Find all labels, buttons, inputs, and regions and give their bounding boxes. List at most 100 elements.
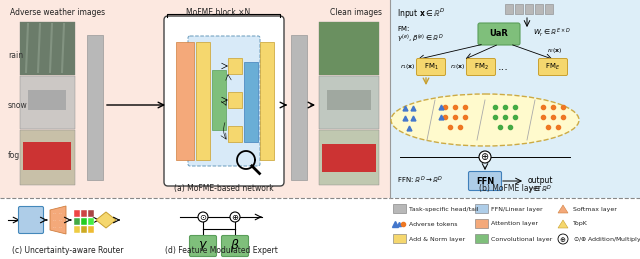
Bar [545,4,553,14]
Bar [0,0,390,198]
Bar [196,42,210,160]
Text: FFN: FFN [476,176,494,185]
Text: Clean images: Clean images [330,8,382,17]
Text: Task-specific head/tail: Task-specific head/tail [409,206,479,212]
Polygon shape [50,206,66,234]
Text: (c) Uncertainty-aware Router: (c) Uncertainty-aware Router [12,246,124,255]
Polygon shape [558,220,568,228]
Bar [81,218,87,225]
Text: Adverse weather images: Adverse weather images [10,8,105,17]
Bar [20,76,75,129]
Text: TopK: TopK [573,221,588,227]
Bar [319,76,379,129]
Bar [327,90,371,110]
Text: FM$_1$: FM$_1$ [424,62,438,72]
Text: snow: snow [8,100,28,110]
Text: $\gamma$: $\gamma$ [198,239,208,253]
Bar [88,218,94,225]
FancyBboxPatch shape [164,16,284,186]
Text: (d) Feature Modulated Expert: (d) Feature Modulated Expert [164,246,277,255]
Bar [0,198,640,259]
Bar [20,130,75,185]
FancyBboxPatch shape [417,59,445,76]
Bar [23,142,71,170]
Bar [87,35,103,180]
Text: ...: ... [58,211,62,215]
Bar [535,4,543,14]
Bar [88,210,94,217]
FancyBboxPatch shape [189,235,216,256]
Text: ...: ... [58,225,62,229]
Text: Add & Norm layer: Add & Norm layer [409,236,465,241]
Text: $\odot$: $\odot$ [199,212,207,221]
Text: output: output [528,176,554,185]
Circle shape [198,212,208,222]
FancyBboxPatch shape [468,171,502,191]
FancyBboxPatch shape [19,206,44,234]
Text: $\oplus$: $\oplus$ [481,152,490,162]
Bar [319,22,379,75]
Text: ...: ... [52,225,56,229]
Bar [393,234,406,243]
Bar [74,218,80,225]
Text: UaR: UaR [490,30,508,39]
Text: FFN/Linear layer: FFN/Linear layer [491,206,543,212]
FancyBboxPatch shape [221,235,248,256]
Bar [244,62,258,142]
Bar [475,204,488,213]
Text: $r_2(\mathbf{x})$: $r_2(\mathbf{x})$ [450,62,466,71]
Text: $\oplus$: $\oplus$ [559,234,566,243]
Bar [515,4,523,14]
Text: $y \in \mathbb{R}^D$: $y \in \mathbb{R}^D$ [528,184,552,196]
Bar [28,90,66,110]
Bar [81,210,87,217]
Bar [475,234,488,243]
Circle shape [479,151,491,163]
Bar [74,210,80,217]
Bar [319,130,379,185]
Text: FM$_E$: FM$_E$ [545,62,561,72]
Text: FM:: FM: [397,26,410,32]
Bar [20,22,75,75]
Bar [525,4,533,14]
Bar [319,22,379,75]
Bar [74,226,80,233]
FancyBboxPatch shape [188,36,260,166]
Bar [81,226,87,233]
Bar [176,42,194,160]
Text: fog: fog [8,150,20,160]
Polygon shape [96,212,116,228]
Text: FM$_2$: FM$_2$ [474,62,488,72]
Bar [393,204,406,213]
Circle shape [558,234,568,244]
FancyBboxPatch shape [478,23,520,45]
Bar [88,226,94,233]
Text: Attention layer: Attention layer [491,221,538,227]
Text: $\gamma^{(e)},\beta^{(e)}\in\mathbb{R}^D$: $\gamma^{(e)},\beta^{(e)}\in\mathbb{R}^D… [397,33,444,45]
Text: $\beta$: $\beta$ [230,238,240,255]
Text: (b) MoFME layer: (b) MoFME layer [479,184,541,193]
Bar [322,144,376,172]
Bar [228,58,242,74]
Text: $W_r \in \mathbb{R}^{E\times D}$: $W_r \in \mathbb{R}^{E\times D}$ [533,26,571,39]
Text: ...: ... [58,218,62,222]
Bar [505,4,513,14]
Bar [228,92,242,108]
Bar [260,42,274,160]
Bar [20,22,75,75]
Ellipse shape [391,94,579,146]
Text: ...: ... [52,218,56,222]
Bar [390,0,640,198]
Text: Adverse tokens: Adverse tokens [409,221,458,227]
Bar [212,70,226,130]
Text: ...: ... [52,211,56,215]
Text: $r_E(\mathbf{x})$: $r_E(\mathbf{x})$ [547,46,563,55]
Text: Softmax layer: Softmax layer [573,206,617,212]
Text: MoFME block ×N: MoFME block ×N [186,8,250,17]
Circle shape [230,212,240,222]
Bar [291,35,307,180]
Text: FFN: $\mathbb{R}^D \to \mathbb{R}^D$: FFN: $\mathbb{R}^D \to \mathbb{R}^D$ [397,175,444,186]
Polygon shape [558,205,568,213]
Text: $r_1(\mathbf{x})$: $r_1(\mathbf{x})$ [400,62,416,71]
Text: Input $\mathbf{x} \in \mathbb{R}^D$: Input $\mathbf{x} \in \mathbb{R}^D$ [397,7,445,21]
